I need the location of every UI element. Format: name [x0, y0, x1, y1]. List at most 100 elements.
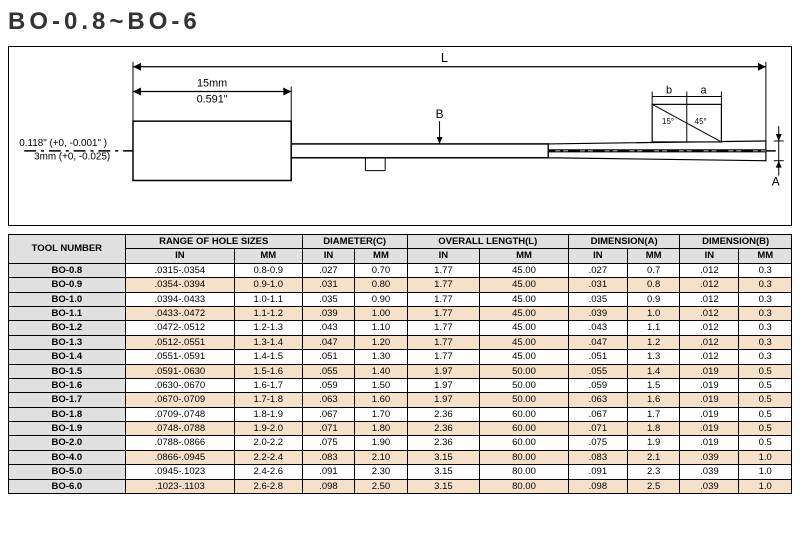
cell-value: .083: [568, 450, 627, 464]
cell-value: .039: [302, 306, 355, 320]
cell-value: 0.5: [739, 407, 792, 421]
table-row: BO-6.0.1023-.11032.6-2.8.0982.503.1580.0…: [9, 479, 792, 493]
cell-value: 45.00: [480, 321, 569, 335]
cell-value: 50.00: [480, 393, 569, 407]
cell-value: 0.5: [739, 393, 792, 407]
cell-value: .0394-.0433: [125, 292, 234, 306]
cell-value: 1.77: [407, 263, 479, 277]
cell-value: 80.00: [480, 479, 569, 493]
cell-value: 0.5: [739, 436, 792, 450]
th-sub: IN: [680, 249, 739, 263]
cell-value: .0788-.0866: [125, 436, 234, 450]
cell-value: .0551-.0591: [125, 350, 234, 364]
th-sub: IN: [125, 249, 234, 263]
cell-value: 1.2: [627, 335, 679, 349]
cell-value: 2.5: [627, 479, 679, 493]
cell-tool: BO-5.0: [9, 465, 126, 479]
cell-value: 1.1-1.2: [234, 306, 302, 320]
cell-value: 1.97: [407, 364, 479, 378]
cell-value: 1.10: [355, 321, 408, 335]
table-row: BO-1.4.0551-.05911.4-1.5.0511.301.7745.0…: [9, 350, 792, 364]
cell-value: .012: [680, 306, 739, 320]
cell-value: 2.0-2.2: [234, 436, 302, 450]
table-row: BO-4.0.0866-.09452.2-2.4.0832.103.1580.0…: [9, 450, 792, 464]
cell-value: 45.00: [480, 278, 569, 292]
table-row: BO-1.2.0472-.05121.2-1.3.0431.101.7745.0…: [9, 321, 792, 335]
cell-value: 45.00: [480, 263, 569, 277]
cell-value: 1.50: [355, 378, 408, 392]
cell-value: 45.00: [480, 306, 569, 320]
cell-value: 1.1: [627, 321, 679, 335]
cell-value: 0.3: [739, 263, 792, 277]
cell-value: 0.7: [627, 263, 679, 277]
cell-value: 1.0: [739, 450, 792, 464]
cell-value: 0.5: [739, 422, 792, 436]
cell-value: 0.3: [739, 321, 792, 335]
cell-value: 2.50: [355, 479, 408, 493]
cell-value: .0433-.0472: [125, 306, 234, 320]
cell-value: .012: [680, 292, 739, 306]
th-group: DIAMETER(C): [302, 235, 407, 249]
dim-15mm-top: 15mm: [197, 78, 227, 90]
cell-value: 1.97: [407, 393, 479, 407]
cell-value: .027: [568, 263, 627, 277]
cell-value: .027: [302, 263, 355, 277]
cell-value: .019: [680, 364, 739, 378]
cell-value: .091: [302, 465, 355, 479]
cell-tool: BO-1.7: [9, 393, 126, 407]
th-sub: MM: [480, 249, 569, 263]
cell-value: 80.00: [480, 465, 569, 479]
cell-value: .1023-.1103: [125, 479, 234, 493]
th-sub: MM: [739, 249, 792, 263]
table-row: BO-1.9.0748-.07881.9-2.0.0711.802.3660.0…: [9, 422, 792, 436]
cell-value: 0.3: [739, 292, 792, 306]
cell-tool: BO-1.4: [9, 350, 126, 364]
cell-value: .063: [302, 393, 355, 407]
cell-value: 0.5: [739, 364, 792, 378]
cell-tool: BO-1.8: [9, 407, 126, 421]
cell-value: 1.97: [407, 378, 479, 392]
cell-value: 1.77: [407, 321, 479, 335]
cell-value: 1.4: [627, 364, 679, 378]
cell-value: 60.00: [480, 407, 569, 421]
cell-value: .047: [302, 335, 355, 349]
dim-B-label: B: [436, 107, 444, 121]
cell-value: .059: [568, 378, 627, 392]
cell-value: 1.77: [407, 292, 479, 306]
cell-value: 0.3: [739, 350, 792, 364]
cell-value: .0709-.0748: [125, 407, 234, 421]
cell-value: 1.77: [407, 306, 479, 320]
cell-tool: BO-1.9: [9, 422, 126, 436]
cell-value: 0.5: [739, 378, 792, 392]
cell-value: .059: [302, 378, 355, 392]
table-body: BO-0.8.0315-.03540.8-0.9.0270.701.7745.0…: [9, 263, 792, 493]
dim-a-label: a: [701, 84, 708, 96]
cell-value: 1.8-1.9: [234, 407, 302, 421]
cell-value: 2.4-2.6: [234, 465, 302, 479]
cell-value: .098: [568, 479, 627, 493]
cell-value: .0670-.0709: [125, 393, 234, 407]
cell-tool: BO-1.3: [9, 335, 126, 349]
cell-tool: BO-1.2: [9, 321, 126, 335]
cell-value: 60.00: [480, 436, 569, 450]
th-group: DIMENSION(A): [568, 235, 680, 249]
th-sub: MM: [355, 249, 408, 263]
cell-value: 1.20: [355, 335, 408, 349]
cell-value: 1.0-1.1: [234, 292, 302, 306]
cell-tool: BO-1.6: [9, 378, 126, 392]
cell-value: .039: [568, 306, 627, 320]
cell-value: .035: [302, 292, 355, 306]
cell-value: 1.8: [627, 422, 679, 436]
th-sub: IN: [302, 249, 355, 263]
cell-tool: BO-1.0: [9, 292, 126, 306]
cell-value: 1.6-1.7: [234, 378, 302, 392]
cell-value: 45.00: [480, 350, 569, 364]
cell-value: 2.2-2.4: [234, 450, 302, 464]
table-row: BO-0.8.0315-.03540.8-0.9.0270.701.7745.0…: [9, 263, 792, 277]
cell-value: 1.0: [627, 306, 679, 320]
cell-value: .075: [568, 436, 627, 450]
cell-value: 1.00: [355, 306, 408, 320]
cell-value: .055: [302, 364, 355, 378]
cell-value: 0.3: [739, 306, 792, 320]
cell-tool: BO-1.5: [9, 364, 126, 378]
